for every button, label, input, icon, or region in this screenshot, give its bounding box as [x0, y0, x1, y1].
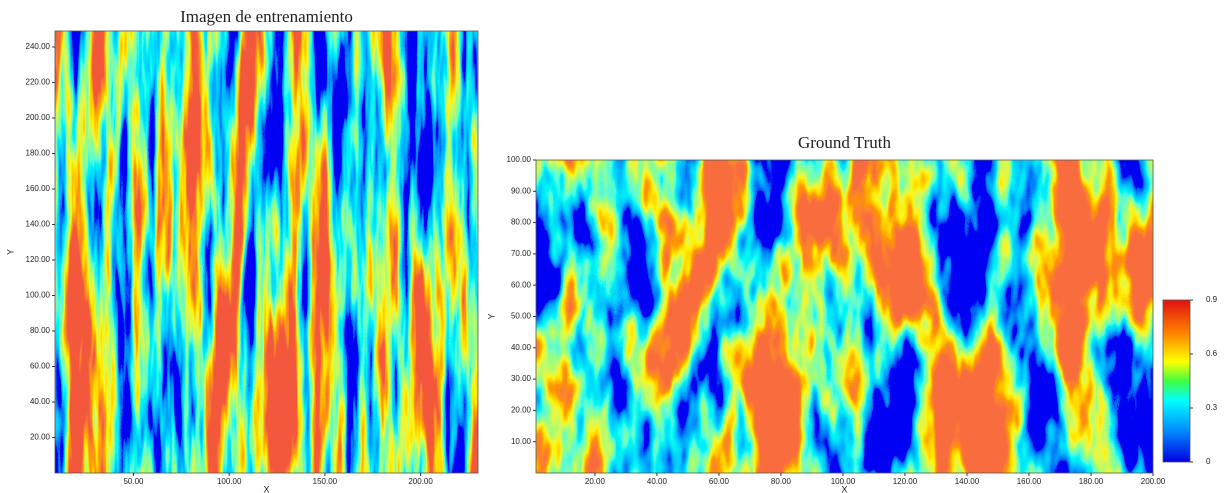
- heatmap: [536, 160, 1153, 473]
- y-tick-label: 20.00: [511, 406, 532, 415]
- x-tick-label: 180.00: [1079, 477, 1104, 486]
- x-tick-label: 200.00: [1141, 477, 1166, 486]
- y-tick-label: 70.00: [511, 249, 532, 258]
- y-tick-label: 80.00: [30, 326, 51, 335]
- y-tick-label: 220.00: [26, 78, 51, 87]
- colorbar: [1162, 299, 1191, 463]
- y-tick-label: 180.00: [26, 149, 51, 158]
- x-tick-label: 120.00: [893, 477, 918, 486]
- y-tick-label: 240.00: [26, 42, 51, 51]
- x-axis-label: X: [841, 484, 847, 493]
- y-tick-label: 50.00: [511, 312, 532, 321]
- chart-title: Ground Truth: [798, 133, 892, 152]
- x-tick-label: 160.00: [1017, 477, 1042, 486]
- y-tick-label: 80.00: [511, 218, 532, 227]
- y-tick-label: 200.00: [26, 113, 51, 122]
- y-tick-label: 60.00: [511, 280, 532, 289]
- colorbar-tick-label: 0.3: [1206, 403, 1218, 412]
- x-tick-label: 140.00: [955, 477, 980, 486]
- y-tick-label: 100.00: [26, 291, 51, 300]
- chart-title: Imagen de entrenamiento: [180, 7, 353, 26]
- x-tick-label: 20.00: [585, 477, 606, 486]
- y-tick-label: 140.00: [26, 220, 51, 229]
- x-tick-label: 60.00: [709, 477, 730, 486]
- colorbar-tick-label: 0.9: [1206, 295, 1218, 304]
- x-axis-label: X: [263, 484, 269, 493]
- y-tick-label: 60.00: [30, 362, 51, 371]
- y-tick-label: 160.00: [26, 184, 51, 193]
- x-tick-label: 200.00: [408, 477, 433, 486]
- y-tick-label: 40.00: [30, 397, 51, 406]
- y-tick-label: 30.00: [511, 374, 532, 383]
- heatmap: [55, 31, 478, 473]
- y-axis-label: Y: [486, 313, 496, 319]
- x-tick-label: 50.00: [123, 477, 144, 486]
- x-tick-label: 40.00: [647, 477, 668, 486]
- y-tick-label: 20.00: [30, 433, 51, 442]
- x-tick-label: 100.00: [831, 477, 856, 486]
- y-tick-label: 40.00: [511, 343, 532, 352]
- x-tick-label: 80.00: [771, 477, 792, 486]
- y-tick-label: 100.00: [507, 155, 532, 164]
- plot-frame: [54, 30, 479, 474]
- y-tick-label: 120.00: [26, 255, 51, 264]
- x-tick-label: 150.00: [313, 477, 338, 486]
- y-axis-label: Y: [5, 249, 15, 255]
- y-tick-label: 10.00: [511, 437, 532, 446]
- colorbar-tick-label: 0: [1206, 457, 1211, 466]
- colorbar-tick-label: 0.6: [1206, 349, 1218, 358]
- x-tick-label: 100.00: [217, 477, 242, 486]
- y-tick-label: 90.00: [511, 186, 532, 195]
